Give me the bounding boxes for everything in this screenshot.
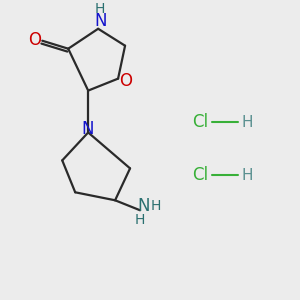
Text: Cl: Cl (192, 166, 208, 184)
Text: H: H (151, 199, 161, 213)
Text: H: H (135, 213, 145, 227)
Text: H: H (242, 115, 254, 130)
Text: H: H (95, 2, 105, 16)
Text: N: N (94, 12, 106, 30)
Text: N: N (81, 121, 93, 139)
Text: Cl: Cl (192, 113, 208, 131)
Text: H: H (242, 168, 254, 183)
Text: O: O (28, 31, 41, 49)
Text: N: N (138, 197, 150, 215)
Text: O: O (120, 72, 133, 90)
